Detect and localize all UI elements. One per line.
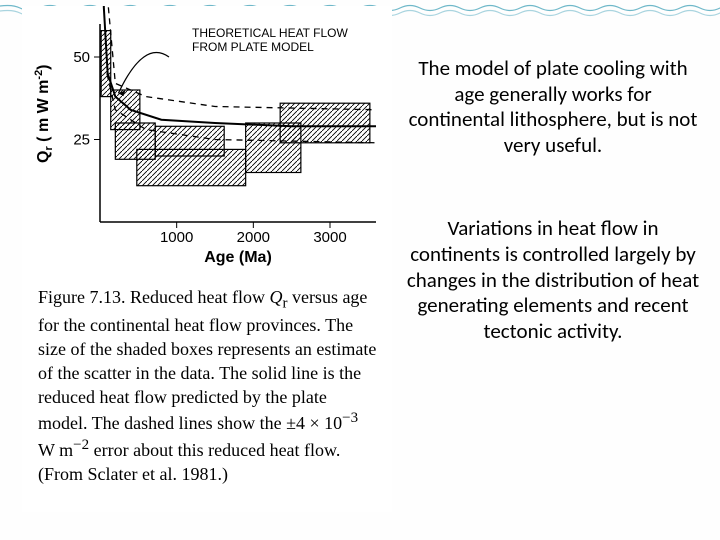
svg-text:25: 25 <box>73 132 90 149</box>
svg-text:THEORETICAL HEAT FLOW: THEORETICAL HEAT FLOW <box>192 26 348 40</box>
caption-exp2: −2 <box>73 437 89 453</box>
figure-caption: Figure 7.13. Reduced heat flow Qr versus… <box>38 286 378 487</box>
svg-text:50: 50 <box>73 49 90 66</box>
caption-t2: versus age for the continental heat flow… <box>38 287 376 433</box>
svg-text:3000: 3000 <box>313 229 346 246</box>
svg-text:2000: 2000 <box>237 229 270 246</box>
text-column: The model of plate cooling with age gene… <box>406 56 700 344</box>
caption-t3: W m <box>38 440 73 460</box>
caption-lead: Figure 7.13. <box>38 287 130 307</box>
svg-text:Qr ( m W m-2): Qr ( m W m-2) <box>33 64 55 163</box>
figure-panel: 1000 2000 3000 25 50 Age (Ma) Qr ( m W m-2) THE… <box>22 6 392 512</box>
svg-text:1000: 1000 <box>160 229 193 246</box>
svg-text:FROM PLATE MODEL: FROM PLATE MODEL <box>192 40 314 54</box>
caption-qr: Q <box>269 287 282 307</box>
caption-t1: Reduced heat flow <box>130 287 269 307</box>
caption-exp1: −3 <box>342 410 358 426</box>
heat-flow-chart: 1000 2000 3000 25 50 Age (Ma) Qr ( m W m-2) THE… <box>22 6 392 276</box>
paragraph-1: The model of plate cooling with age gene… <box>406 56 700 158</box>
svg-text:Age (Ma): Age (Ma) <box>204 249 272 266</box>
paragraph-2: Variations in heat flow in continents is… <box>406 216 700 344</box>
